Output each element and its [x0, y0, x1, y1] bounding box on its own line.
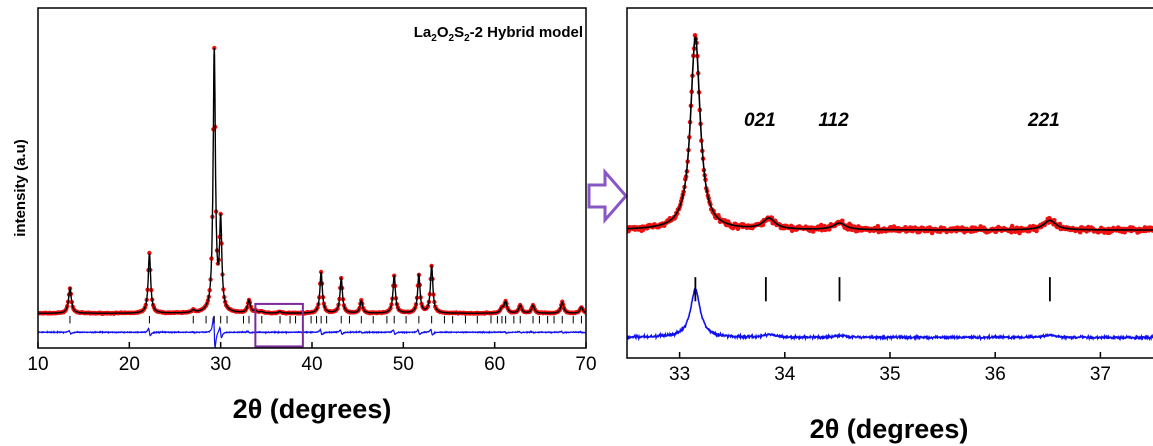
- zoom-x-tick-label: 33: [669, 364, 690, 385]
- zoom-x-tick-label: 35: [879, 364, 900, 385]
- full-pattern-x-tick-label: 30: [210, 354, 231, 375]
- full-pattern-x-tick-label: 40: [301, 354, 322, 375]
- zoom-difference-line: [627, 286, 1153, 342]
- zoom-bragg-ticks: [694, 277, 1051, 302]
- full-pattern-x-tick-label: 10: [27, 354, 48, 375]
- full-pattern-frame: [37, 7, 587, 349]
- zoom-arrow: [587, 168, 628, 224]
- zoom-frame: [626, 7, 1153, 359]
- zoom-calculated-line: [627, 34, 1153, 231]
- reflection-label: 112: [818, 110, 849, 131]
- full-pattern-title: La2O2S2-2 Hybrid model: [414, 24, 583, 44]
- full-pattern-bragg-ticks: [69, 315, 582, 324]
- zoom-x-tick-label: 37: [1090, 364, 1111, 385]
- full-pattern-difference-line: [38, 315, 586, 348]
- zoom-x-tick-label: 36: [985, 364, 1006, 385]
- zoom-observed-series: [627, 33, 1153, 236]
- full-pattern-x-tick-label: 70: [575, 354, 596, 375]
- zoom-x-axis-title: 2θ (degrees): [810, 414, 969, 444]
- full-pattern-observed-point: [147, 250, 152, 256]
- full-pattern-plot-area: [38, 45, 586, 348]
- zoom-panel: 33 34 35 36 37 021 112 221 2θ (degrees): [626, 7, 1153, 444]
- zoom-observed-point: [1077, 229, 1083, 235]
- full-pattern-x-axis: 10 20 30 40 50 60 70: [27, 342, 597, 375]
- zoom-x-axis: 33 34 35 36 37: [669, 352, 1111, 385]
- zoom-observed-point: [1034, 228, 1039, 234]
- zoom-observed-point: [840, 218, 845, 224]
- full-pattern-calculated-line: [38, 48, 586, 314]
- reflection-label: 021: [744, 110, 776, 131]
- reflection-label: 221: [1027, 110, 1060, 131]
- zoom-plot-area: [627, 33, 1153, 342]
- full-pattern-x-tick-label: 60: [484, 354, 505, 375]
- full-pattern-x-tick-label: 50: [393, 354, 414, 375]
- full-pattern-x-axis-title: 2θ (degrees): [233, 394, 392, 424]
- full-pattern-observed-series: [38, 45, 586, 316]
- full-pattern-panel: 10 20 30 40 50 60 70 La2O2S2-2 Hybrid model in…: [12, 7, 597, 424]
- reflection-labels: 021 112 221: [744, 110, 1060, 131]
- zoom-x-tick-label: 34: [774, 364, 796, 385]
- zoom-region-box: [254, 302, 304, 348]
- full-pattern-y-axis-title: intensity (a.u): [12, 139, 29, 237]
- full-pattern-x-tick-label: 20: [119, 354, 140, 375]
